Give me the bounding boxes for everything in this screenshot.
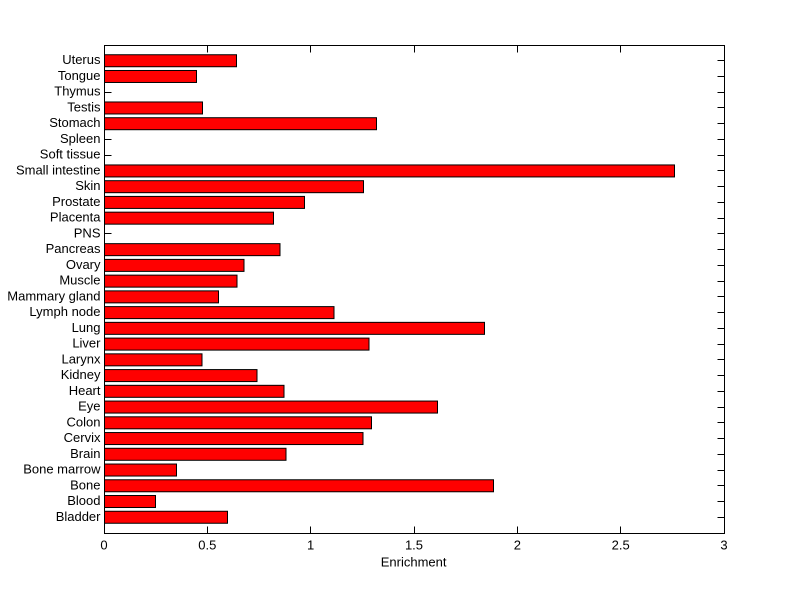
svg-text:Small intestine: Small intestine [16, 162, 101, 177]
svg-text:Bone: Bone [70, 477, 100, 492]
svg-text:Colon: Colon [67, 414, 101, 429]
svg-text:Pancreas: Pancreas [46, 241, 101, 256]
svg-text:Liver: Liver [72, 336, 101, 351]
svg-text:Thymus: Thymus [54, 84, 101, 99]
svg-text:0.5: 0.5 [198, 538, 216, 553]
svg-text:Brain: Brain [70, 446, 100, 461]
svg-text:Prostate: Prostate [52, 194, 100, 209]
svg-text:Stomach: Stomach [49, 115, 100, 130]
svg-text:Blood: Blood [67, 493, 100, 508]
svg-text:Skin: Skin [75, 178, 100, 193]
svg-text:Muscle: Muscle [59, 273, 100, 288]
svg-text:Lymph node: Lymph node [29, 304, 100, 319]
svg-text:Ovary: Ovary [66, 257, 101, 272]
svg-text:Cervix: Cervix [64, 430, 101, 445]
svg-text:Eye: Eye [78, 399, 100, 414]
svg-text:Spleen: Spleen [60, 131, 100, 146]
svg-text:3: 3 [720, 538, 727, 553]
svg-text:2.5: 2.5 [612, 538, 630, 553]
svg-text:0: 0 [100, 538, 107, 553]
svg-text:Enrichment: Enrichment [381, 555, 447, 570]
svg-text:PNS: PNS [74, 225, 101, 240]
svg-text:Uterus: Uterus [62, 52, 101, 67]
svg-text:Lung: Lung [72, 320, 101, 335]
svg-text:Bone marrow: Bone marrow [23, 462, 101, 477]
svg-text:1.5: 1.5 [405, 538, 423, 553]
svg-text:Testis: Testis [67, 99, 101, 114]
svg-text:Mammary gland: Mammary gland [7, 288, 100, 303]
svg-text:Bladder: Bladder [56, 509, 101, 524]
svg-text:Placenta: Placenta [50, 210, 101, 225]
svg-text:Soft tissue: Soft tissue [40, 147, 101, 162]
svg-text:Tongue: Tongue [58, 68, 101, 83]
svg-text:Heart: Heart [69, 383, 101, 398]
svg-text:Larynx: Larynx [61, 351, 101, 366]
svg-text:2: 2 [514, 538, 521, 553]
svg-text:1: 1 [307, 538, 314, 553]
svg-text:Kidney: Kidney [61, 367, 101, 382]
